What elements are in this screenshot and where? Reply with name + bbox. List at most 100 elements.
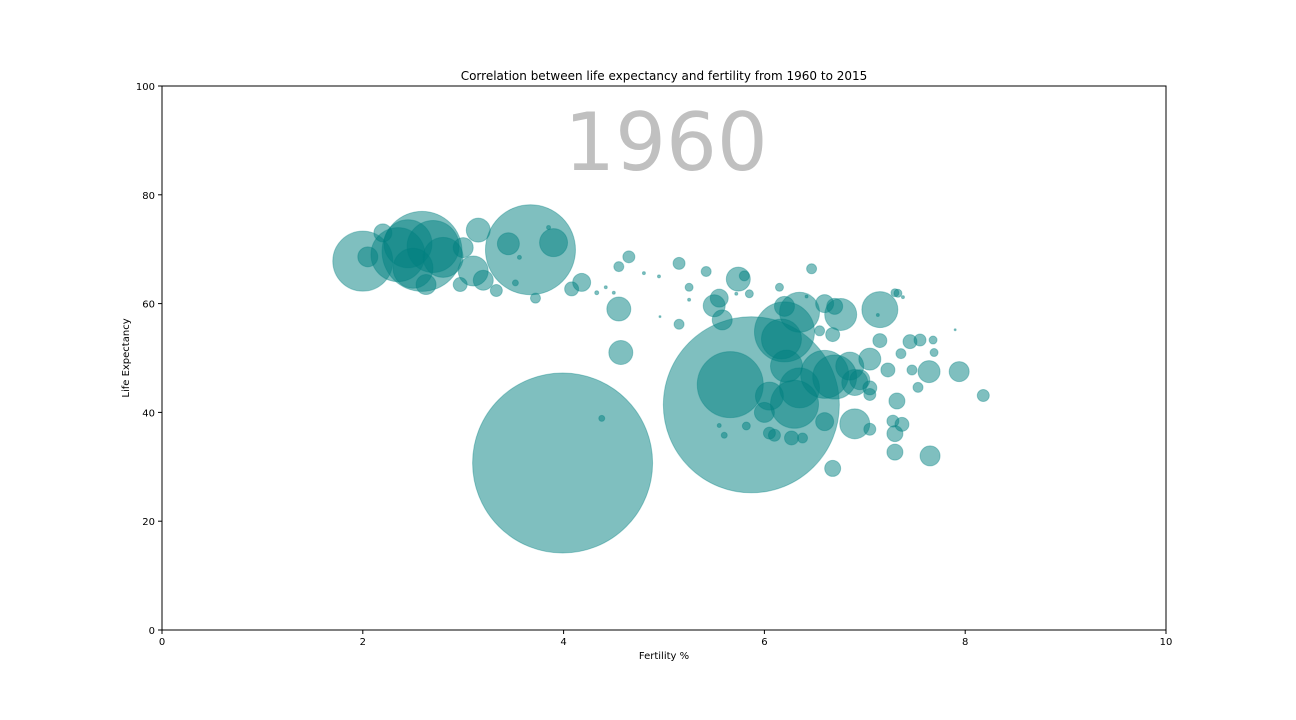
data-point-bubble bbox=[863, 422, 877, 436]
data-point-bubble bbox=[711, 309, 733, 331]
data-point-bubble bbox=[769, 349, 803, 383]
data-point-bubble bbox=[465, 217, 491, 243]
data-point-bubble bbox=[594, 290, 600, 296]
data-point-bubble bbox=[641, 271, 646, 276]
data-point-bubble bbox=[784, 430, 800, 446]
data-point-bubble bbox=[886, 443, 904, 461]
data-point-bubble bbox=[906, 364, 918, 376]
data-point-bubble bbox=[572, 272, 592, 292]
x-tick-label: 8 bbox=[962, 637, 968, 648]
data-point-bubble bbox=[734, 291, 739, 296]
y-axis-label: Life Expectancy bbox=[121, 318, 132, 397]
data-point-bubble bbox=[452, 277, 468, 293]
data-point-bubble bbox=[880, 362, 896, 378]
data-point-bubble bbox=[357, 246, 379, 268]
bubble-series bbox=[332, 204, 990, 554]
data-point-bubble bbox=[716, 422, 722, 428]
data-point-bubble bbox=[894, 416, 910, 432]
x-tick-label: 6 bbox=[761, 637, 767, 648]
data-point-bubble bbox=[744, 289, 754, 299]
data-point-bubble bbox=[858, 347, 882, 371]
data-point-bubble bbox=[687, 297, 692, 302]
data-point-bubble bbox=[912, 381, 924, 393]
data-point-bubble bbox=[546, 224, 552, 230]
data-point-bubble bbox=[658, 315, 662, 319]
data-point-bubble bbox=[824, 459, 842, 477]
data-point-bubble bbox=[929, 348, 939, 358]
y-tick-label: 60 bbox=[142, 300, 155, 311]
data-point-bubble bbox=[875, 313, 880, 318]
data-point-bubble bbox=[919, 445, 941, 467]
data-point-bubble bbox=[826, 297, 844, 315]
data-point-bubble bbox=[738, 270, 750, 282]
data-point-bubble bbox=[804, 294, 809, 299]
x-axis: 0 2 4 6 8 10 bbox=[159, 630, 1173, 648]
data-point-bubble bbox=[863, 387, 877, 401]
data-point-bubble bbox=[613, 261, 625, 273]
data-point-bubble bbox=[484, 204, 576, 296]
data-point-bubble bbox=[720, 431, 728, 439]
data-point-bubble bbox=[839, 408, 871, 440]
data-point-bubble bbox=[948, 361, 970, 383]
x-tick-label: 0 bbox=[159, 637, 165, 648]
data-point-bubble bbox=[516, 254, 522, 260]
data-point-bubble bbox=[603, 285, 608, 290]
data-point-bubble bbox=[953, 328, 957, 332]
data-point-bubble bbox=[496, 232, 520, 256]
data-point-bubble bbox=[511, 279, 519, 287]
data-point-bubble bbox=[696, 351, 764, 419]
data-point-bubble bbox=[753, 401, 775, 423]
data-point-bubble bbox=[672, 256, 686, 270]
data-point-bubble bbox=[472, 372, 654, 554]
y-tick-label: 0 bbox=[149, 626, 155, 637]
data-point-bubble bbox=[806, 263, 818, 275]
data-point-bubble bbox=[415, 274, 437, 296]
data-point-bubble bbox=[539, 228, 569, 258]
data-point-bubble bbox=[895, 348, 907, 360]
data-point-bubble bbox=[893, 288, 903, 298]
data-point-bubble bbox=[872, 333, 888, 349]
data-point-bubble bbox=[611, 290, 616, 295]
chart-title: Correlation between life expectancy and … bbox=[461, 69, 868, 83]
data-point-bubble bbox=[917, 360, 941, 384]
data-point-bubble bbox=[797, 432, 809, 444]
data-point-bubble bbox=[913, 333, 927, 347]
data-point-bubble bbox=[373, 223, 393, 243]
x-tick-label: 10 bbox=[1160, 637, 1173, 648]
x-axis-label: Fertility % bbox=[639, 651, 689, 662]
data-point-bubble bbox=[825, 327, 841, 343]
x-tick-label: 2 bbox=[360, 637, 366, 648]
year-annotation: 1960 bbox=[564, 96, 768, 189]
data-point-bubble bbox=[700, 266, 712, 278]
y-axis: 0 20 40 60 80 100 bbox=[136, 82, 162, 637]
x-tick-label: 4 bbox=[560, 637, 566, 648]
axes-frame bbox=[161, 85, 1167, 631]
data-point-bubble bbox=[814, 325, 826, 337]
data-point-bubble bbox=[529, 292, 541, 304]
data-point-bubble bbox=[888, 392, 906, 410]
data-point-bubble bbox=[815, 412, 835, 432]
data-point-bubble bbox=[472, 269, 494, 291]
data-point-bubble bbox=[976, 389, 990, 403]
data-point-bubble bbox=[861, 291, 899, 329]
data-point-bubble bbox=[774, 282, 784, 292]
data-point-bubble bbox=[684, 282, 694, 292]
data-point-bubble bbox=[656, 274, 661, 279]
y-tick-label: 80 bbox=[142, 191, 155, 202]
data-point-bubble bbox=[767, 428, 781, 442]
data-point-bubble bbox=[741, 421, 751, 431]
plot-area: 1960 bbox=[161, 85, 1167, 631]
data-point-bubble bbox=[598, 414, 606, 422]
y-tick-label: 100 bbox=[136, 82, 155, 93]
data-point-bubble bbox=[900, 295, 905, 300]
data-point-bubble bbox=[928, 335, 938, 345]
data-point-bubble bbox=[606, 296, 632, 322]
data-point-bubble bbox=[452, 237, 474, 259]
y-tick-label: 20 bbox=[142, 517, 155, 528]
data-point-bubble bbox=[673, 318, 685, 330]
data-point-bubble bbox=[622, 250, 636, 264]
y-tick-label: 40 bbox=[142, 408, 155, 419]
data-point-bubble bbox=[773, 295, 795, 317]
